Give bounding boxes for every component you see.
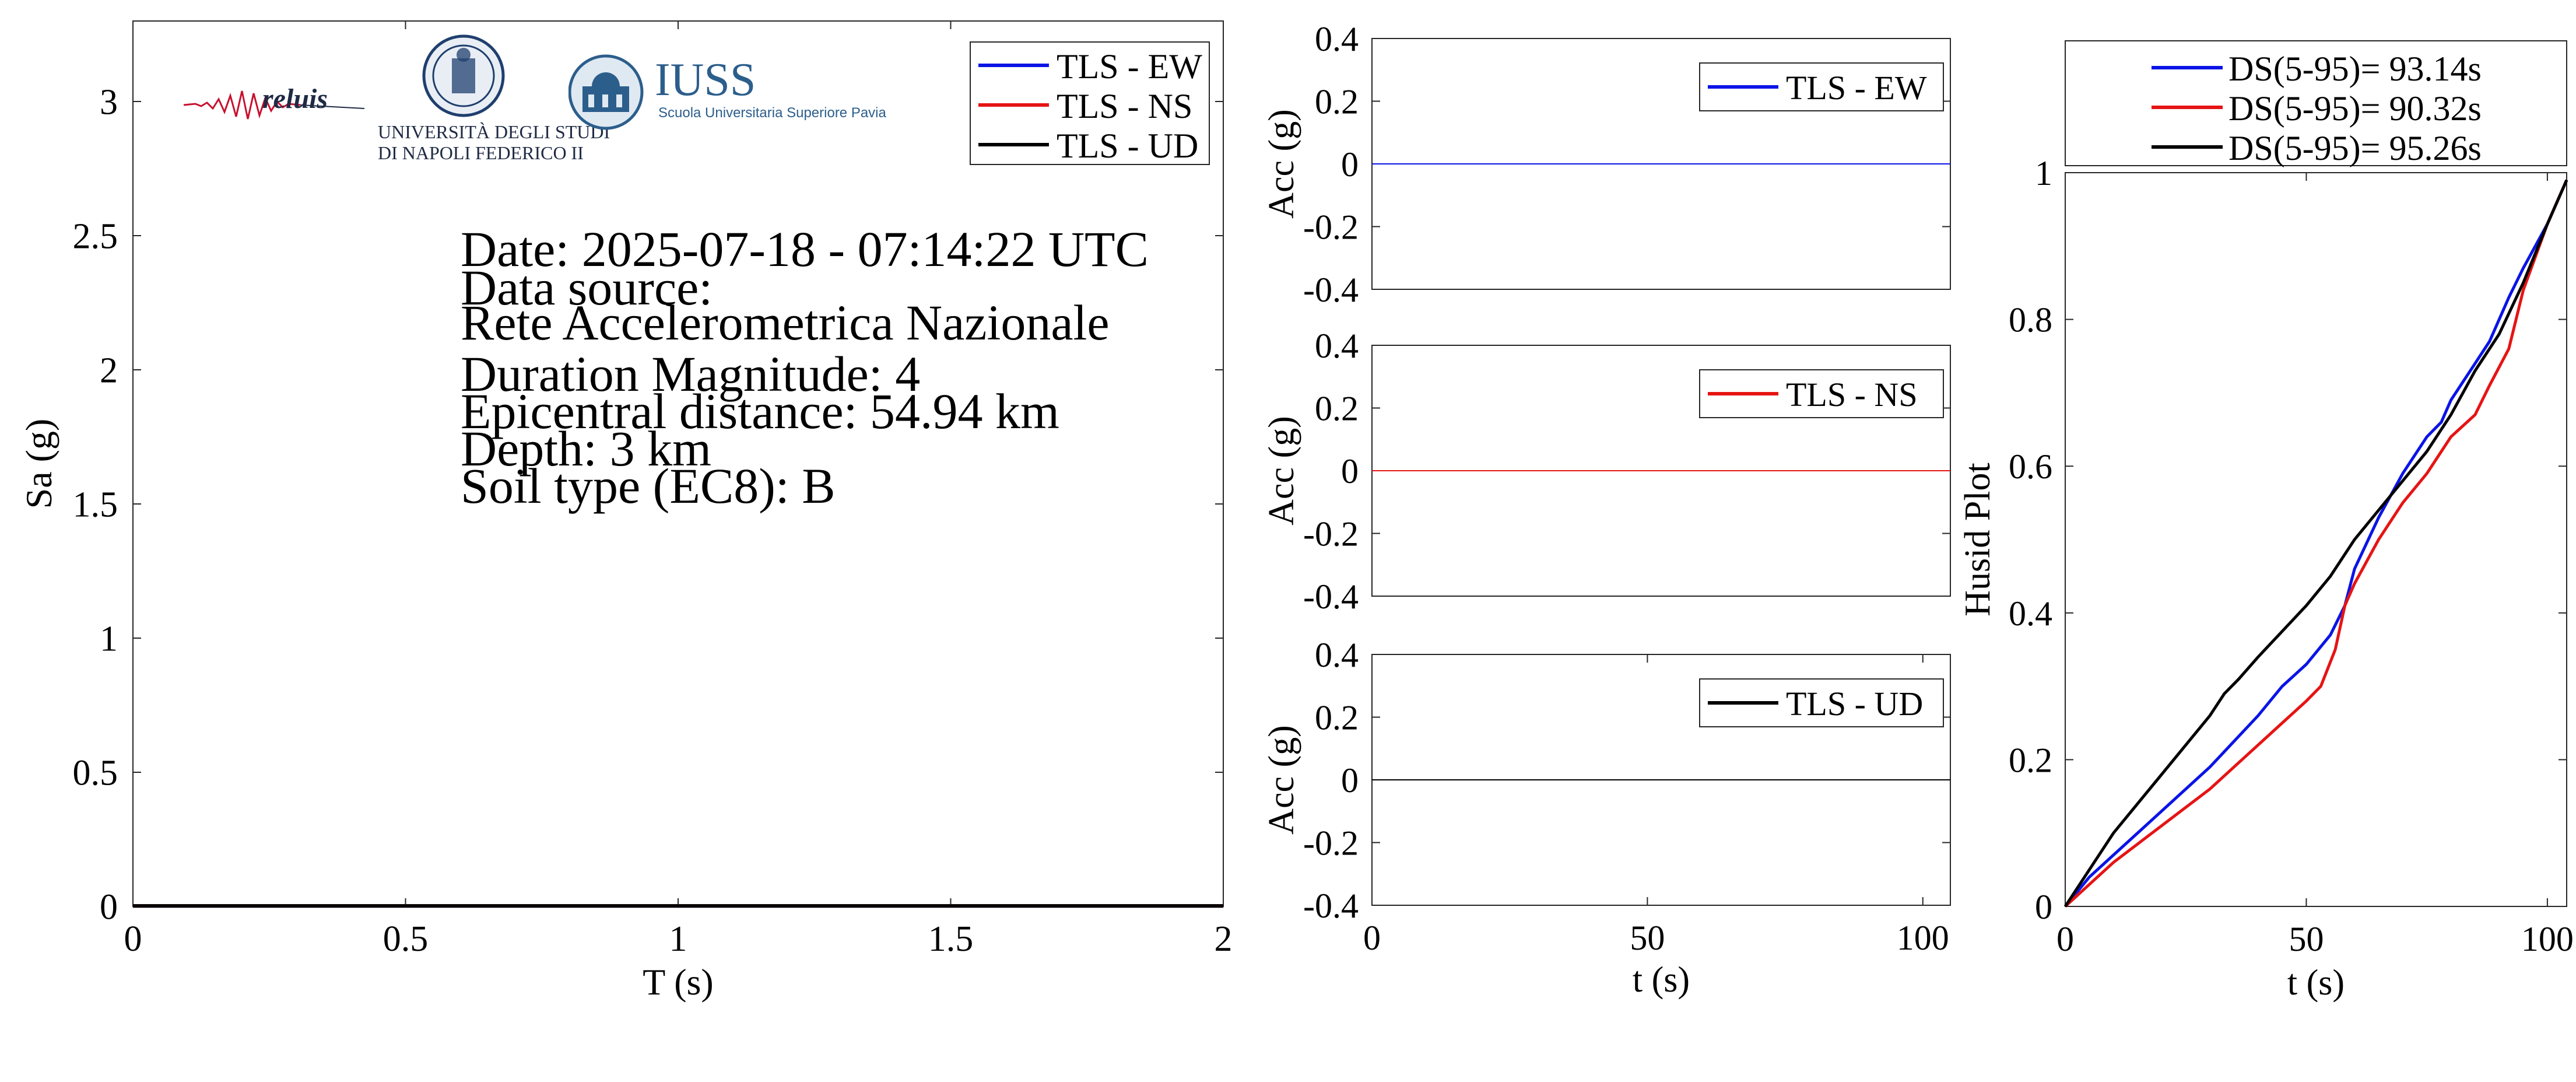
- y-tick-label: 2.5: [73, 217, 118, 257]
- data-source-label: Data source:: [461, 260, 713, 316]
- x-tick-label: 1.5: [928, 919, 974, 959]
- legend-label: TLS - UD: [1786, 685, 1923, 723]
- legend-box: [2065, 40, 2567, 166]
- plot-frame: [2065, 172, 2567, 907]
- y-tick-label: -0.2: [1303, 208, 1359, 247]
- iuss-logo: IUSS Scuola Universitaria Superiore Pavi…: [568, 51, 886, 133]
- chart-spectrum: 0 0.5 1 1.5 2 2.5 3 0 0.5 1 1.5 2 T (s) Sa (g) TLS - E…: [18, 20, 1233, 1003]
- legend-label: TLS - UD: [1057, 127, 1198, 165]
- x-tick-label: 0: [124, 919, 142, 959]
- x-tick-label: 100: [2521, 920, 2574, 958]
- seismogram-icon: [183, 90, 365, 120]
- chart-husid: 0 0.2 0.4 0.6 0.8 1 0 50 100 t (s) Husid Plot DS(5-…: [1958, 40, 2574, 1003]
- y-tick-label: -0.2: [1303, 515, 1359, 554]
- duration-magnitude: Duration Magnitude: 4: [461, 346, 921, 402]
- y-axis-label: Husid Plot: [1958, 463, 1998, 617]
- legend-label: TLS - EW: [1786, 69, 1927, 107]
- y-tick-label: 0.4: [1315, 636, 1359, 674]
- y-tick-label: 0: [2035, 888, 2052, 926]
- y-tick-label: -0.4: [1303, 577, 1359, 616]
- y-tick-label: -0.4: [1303, 887, 1359, 925]
- y-axis-label: Acc (g): [1262, 725, 1301, 835]
- y-axis-label: Acc (g): [1262, 416, 1301, 526]
- x-tick-label: 0: [1363, 919, 1381, 957]
- depth: Depth: 3 km: [461, 421, 711, 477]
- chart-acc_ns: -0.4 -0.2 0 0.2 0.4 Acc (g) TLS - NS: [1262, 327, 1951, 616]
- legend-label: TLS - NS: [1057, 87, 1192, 125]
- y-tick-label: 3: [100, 83, 118, 122]
- legend-label: DS(5-95)= 93.14s: [2228, 50, 2482, 88]
- x-tick-label: 2: [1215, 919, 1233, 959]
- y-tick-label: 0: [1341, 145, 1359, 184]
- x-axis-label: t (s): [2287, 963, 2345, 1003]
- iuss-wordmark: IUSS: [655, 54, 756, 106]
- y-tick-label: 0.2: [2009, 741, 2052, 779]
- y-tick-label: 2: [100, 351, 118, 391]
- y-tick-label: 1.5: [73, 485, 118, 525]
- x-tick-label: 50: [1630, 919, 1665, 957]
- y-tick-label: 0.5: [73, 754, 118, 793]
- x-tick-label: 50: [2289, 920, 2324, 958]
- y-tick-label: -0.4: [1303, 271, 1359, 309]
- y-tick-label: 0: [100, 888, 118, 927]
- unina-name-line2: DI NAPOLI FEDERICO II: [378, 142, 584, 163]
- legend-label: DS(5-95)= 95.26s: [2228, 129, 2482, 167]
- unina-logo: UNIVERSITÀ DEGLI STUDI DI NAPOLI FEDERIC…: [373, 34, 610, 168]
- reluis-logo: reluis: [183, 76, 365, 134]
- y-tick-label: 0: [1341, 761, 1359, 800]
- y-tick-label: 0.4: [1315, 20, 1359, 58]
- legend-label: TLS - EW: [1057, 47, 1202, 86]
- x-tick-label: 0: [2056, 920, 2074, 958]
- legend-label: TLS - NS: [1786, 376, 1918, 414]
- y-tick-label: 0.4: [2009, 594, 2052, 633]
- soil-type: Soil type (EC8): B: [461, 458, 836, 514]
- x-axis-label: T (s): [643, 961, 713, 1003]
- data-source-name: Rete Accelerometrica Nazionale: [461, 295, 1110, 351]
- epicentral-distance: Epicentral distance: 54.94 km: [461, 383, 1059, 439]
- chart-acc_ud: -0.4 -0.2 0 0.2 0.4 0 50 100 t (s) Acc (g) TLS - U…: [1262, 636, 1951, 1000]
- legend-label: DS(5-95)= 90.32s: [2228, 89, 2482, 128]
- y-tick-label: 0.2: [1315, 390, 1359, 428]
- series-line: [2063, 179, 2568, 908]
- y-tick-label: 0: [1341, 452, 1359, 491]
- y-axis-label: Sa (g): [18, 419, 59, 509]
- series-line: [2064, 179, 2568, 908]
- y-tick-label: 0.6: [2009, 447, 2052, 486]
- x-tick-label: 100: [1897, 919, 1949, 957]
- event-date: Date: 2025-07-18 - 07:14:22 UTC: [461, 221, 1149, 277]
- unina-name-line1: UNIVERSITÀ DEGLI STUDI: [378, 121, 610, 142]
- iuss-emblem-icon: [568, 54, 644, 130]
- iuss-subtitle: Scuola Universitaria Superiore Pavia: [658, 105, 886, 121]
- y-tick-label: 1: [100, 619, 118, 659]
- y-tick-label: 0.4: [1315, 327, 1359, 365]
- x-tick-label: 1: [669, 919, 687, 959]
- y-tick-label: 0.2: [1315, 699, 1359, 737]
- x-tick-label: 0.5: [383, 919, 429, 959]
- y-tick-label: 0.8: [2009, 301, 2052, 339]
- y-tick-label: -0.2: [1303, 824, 1359, 863]
- chart-acc_ew: -0.4 -0.2 0 0.2 0.4 Acc (g) TLS - EW: [1262, 20, 1951, 309]
- y-axis-label: Acc (g): [1262, 109, 1301, 219]
- y-tick-label: 1: [2035, 154, 2052, 192]
- reluis-wordmark: reluis: [262, 83, 328, 114]
- series-line: [2064, 179, 2568, 908]
- y-tick-label: 0.2: [1315, 83, 1359, 121]
- x-axis-label: t (s): [1633, 960, 1690, 1000]
- unina-seal-icon: [422, 34, 505, 117]
